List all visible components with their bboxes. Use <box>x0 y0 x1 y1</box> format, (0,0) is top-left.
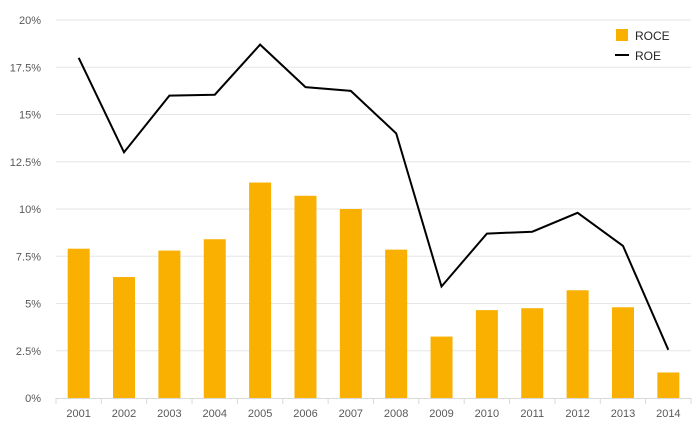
roe-line-series <box>77 43 670 351</box>
roe-line <box>77 43 670 351</box>
y-tick-label: 12.5% <box>10 157 41 169</box>
roce-bars <box>67 182 680 398</box>
bar-roce <box>294 195 317 398</box>
x-tick-label: 2006 <box>293 408 317 420</box>
bar-roce <box>475 310 498 398</box>
x-tick-label: 2007 <box>339 408 363 420</box>
legend-label-roce: ROCE <box>635 29 670 43</box>
bar-roce <box>249 182 272 398</box>
x-tick-label: 2005 <box>248 408 272 420</box>
legend: ROCE ROE <box>615 29 670 63</box>
x-tick-label: 2001 <box>66 408 90 420</box>
legend-swatch-roce <box>616 29 628 41</box>
x-axis: 2001 2002 2003 2004 2005 2006 2007 2008 2009 2010… <box>55 398 692 420</box>
grid-lines <box>56 19 691 352</box>
bar-roce <box>521 308 544 398</box>
y-tick-label: 17.5% <box>10 62 41 74</box>
bar-roce <box>385 249 408 398</box>
x-tick-label: 2013 <box>611 408 635 420</box>
y-tick-label: 20% <box>19 15 41 27</box>
bar-roce <box>611 307 634 398</box>
y-tick-label: 5% <box>25 299 41 311</box>
y-tick-label: 15% <box>19 110 41 122</box>
x-tick-label: 2014 <box>656 408 680 420</box>
x-tick-label: 2004 <box>203 408 227 420</box>
x-tick-label: 2011 <box>520 408 544 420</box>
bar-roce <box>67 248 90 398</box>
y-axis: 0% 2.5% 5% 7.5% 10% 12.5% 15% 17.5% 20% <box>10 15 41 405</box>
x-tick-label: 2010 <box>475 408 499 420</box>
x-tick-label: 2003 <box>157 408 181 420</box>
bar-roce <box>566 290 589 398</box>
x-tick-label: 2008 <box>384 408 408 420</box>
bar-roce <box>339 209 362 398</box>
x-tick-label: 2002 <box>112 408 136 420</box>
bar-roce <box>203 239 226 398</box>
x-tick-label: 2012 <box>565 408 589 420</box>
x-tick-label: 2009 <box>429 408 453 420</box>
bar-roce <box>113 277 136 398</box>
bar-roce <box>430 336 453 398</box>
legend-label-roe: ROE <box>635 49 661 63</box>
y-tick-label: 10% <box>19 204 41 216</box>
y-tick-label: 0% <box>25 393 41 405</box>
bar-roce <box>657 372 680 398</box>
y-tick-label: 2.5% <box>16 346 41 358</box>
y-tick-label: 7.5% <box>16 251 41 263</box>
bar-roce <box>158 250 181 398</box>
